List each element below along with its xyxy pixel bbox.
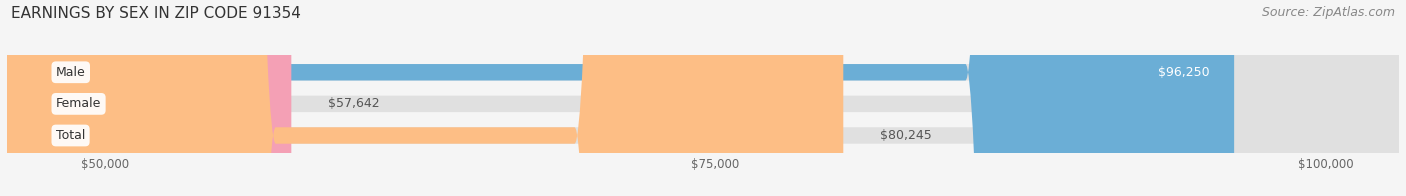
Text: Female: Female xyxy=(56,97,101,110)
Text: Source: ZipAtlas.com: Source: ZipAtlas.com xyxy=(1261,6,1395,19)
Text: Male: Male xyxy=(56,66,86,79)
Text: EARNINGS BY SEX IN ZIP CODE 91354: EARNINGS BY SEX IN ZIP CODE 91354 xyxy=(11,6,301,21)
FancyBboxPatch shape xyxy=(7,0,844,196)
Text: $57,642: $57,642 xyxy=(328,97,380,110)
FancyBboxPatch shape xyxy=(7,0,1399,196)
FancyBboxPatch shape xyxy=(7,0,1399,196)
Text: $80,245: $80,245 xyxy=(880,129,932,142)
Text: $96,250: $96,250 xyxy=(1159,66,1209,79)
FancyBboxPatch shape xyxy=(7,0,291,196)
FancyBboxPatch shape xyxy=(7,0,1399,196)
Text: Total: Total xyxy=(56,129,86,142)
FancyBboxPatch shape xyxy=(7,0,1234,196)
